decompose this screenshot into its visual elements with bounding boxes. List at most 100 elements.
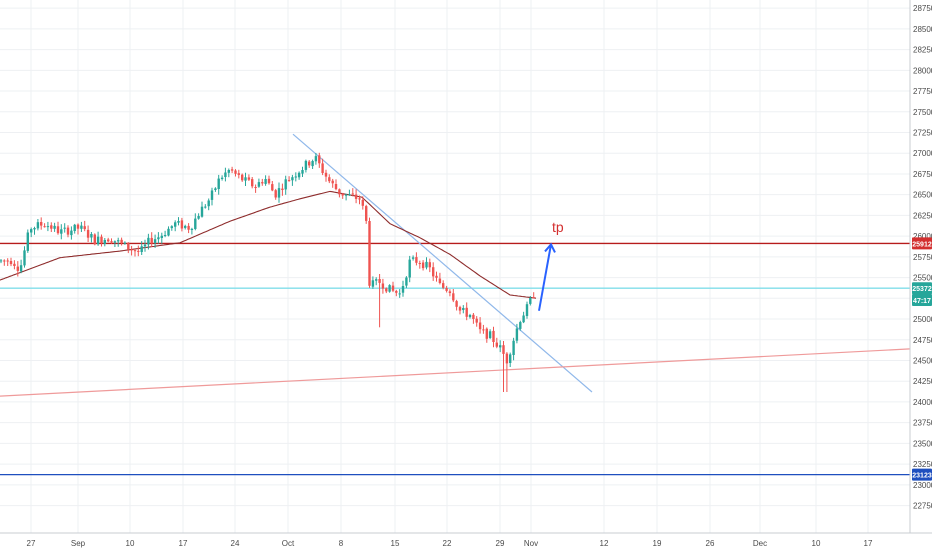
candle-body (395, 291, 398, 293)
y-tick-label: 23500 (913, 439, 932, 448)
candle (421, 260, 425, 271)
y-tick-label: 24500 (913, 356, 932, 365)
candle-body (261, 182, 264, 184)
candle-body (308, 161, 311, 166)
candle-body (321, 163, 324, 173)
candle (150, 232, 153, 247)
candle (247, 174, 251, 181)
candle (321, 158, 324, 176)
candle (401, 280, 405, 297)
candle (391, 281, 395, 293)
candle-body (532, 297, 535, 299)
candle (110, 238, 113, 244)
candle-body (472, 314, 475, 319)
candle (73, 223, 76, 234)
candle (177, 217, 180, 226)
x-tick-label: Sep (71, 539, 86, 548)
candle-body (46, 226, 50, 228)
candle (187, 223, 190, 234)
candle (133, 248, 137, 257)
candle-body (244, 177, 247, 181)
candle-body (475, 318, 478, 323)
candle (375, 277, 378, 286)
candle (224, 167, 227, 182)
candle (291, 174, 294, 186)
candle-body (529, 297, 532, 304)
candle-body (502, 345, 505, 354)
candle-body (194, 218, 197, 229)
candle (311, 159, 314, 169)
candle-body (43, 226, 46, 228)
x-tick-label: 26 (706, 539, 715, 548)
candle (210, 187, 214, 206)
candle-body (157, 237, 160, 240)
candle (120, 237, 123, 246)
candle (445, 285, 448, 293)
candle-body (328, 177, 331, 182)
candle (257, 178, 261, 188)
price-badges: 25912 25372 47:17 23123 (912, 237, 932, 481)
candle-body (519, 322, 522, 329)
candle-body (19, 265, 23, 272)
candle (143, 239, 147, 252)
candle (217, 174, 220, 195)
candle-body (107, 239, 110, 242)
candle-body (418, 263, 421, 264)
candle (361, 196, 364, 210)
x-tick-label: 12 (600, 539, 609, 548)
candle (234, 169, 237, 177)
candle-body (143, 244, 147, 247)
candle (522, 311, 525, 324)
price-badge-label: 23123 (912, 473, 932, 480)
candle-body (40, 222, 43, 226)
y-tick-label: 26500 (913, 191, 932, 200)
candle-body (468, 315, 472, 318)
candle-body (217, 178, 220, 189)
candle-body (408, 259, 411, 278)
candle (40, 217, 43, 230)
candle-body (140, 246, 143, 252)
y-tick-label: 27750 (913, 87, 932, 96)
candle (30, 227, 33, 238)
candle (207, 198, 210, 211)
candle-body (351, 193, 354, 195)
candle (365, 204, 368, 224)
candle-body (220, 177, 224, 179)
candle (341, 192, 344, 199)
candle (405, 276, 408, 289)
y-tick-label: 25750 (913, 253, 932, 262)
x-tick-label: 29 (496, 539, 505, 548)
x-tick-label: Oct (282, 539, 295, 548)
candle-body (499, 345, 502, 348)
x-tick-label: Nov (524, 539, 538, 548)
candle-body (241, 174, 244, 181)
candle (378, 274, 381, 328)
y-tick-label: 23750 (913, 419, 932, 428)
candle (301, 166, 304, 177)
price-badge-bg (912, 282, 932, 295)
candle-body (70, 230, 73, 236)
candle-body (368, 221, 371, 286)
candle (244, 172, 247, 186)
candle (452, 289, 455, 303)
x-tick-label: 17 (179, 539, 188, 548)
candle-body (163, 235, 167, 236)
arrow-layer (538, 242, 556, 311)
candle (43, 223, 46, 228)
candle (197, 213, 200, 220)
candle (274, 188, 277, 200)
candle (100, 234, 103, 247)
candle (478, 317, 482, 334)
candle (438, 272, 442, 285)
candle-body (348, 194, 351, 196)
moving-average-layer (0, 190, 537, 299)
candle-body (170, 226, 173, 229)
candle (324, 169, 328, 182)
candle (123, 241, 127, 245)
candle-body (120, 239, 123, 243)
candle (180, 217, 184, 232)
candle (13, 260, 16, 270)
candle-body (301, 170, 304, 174)
